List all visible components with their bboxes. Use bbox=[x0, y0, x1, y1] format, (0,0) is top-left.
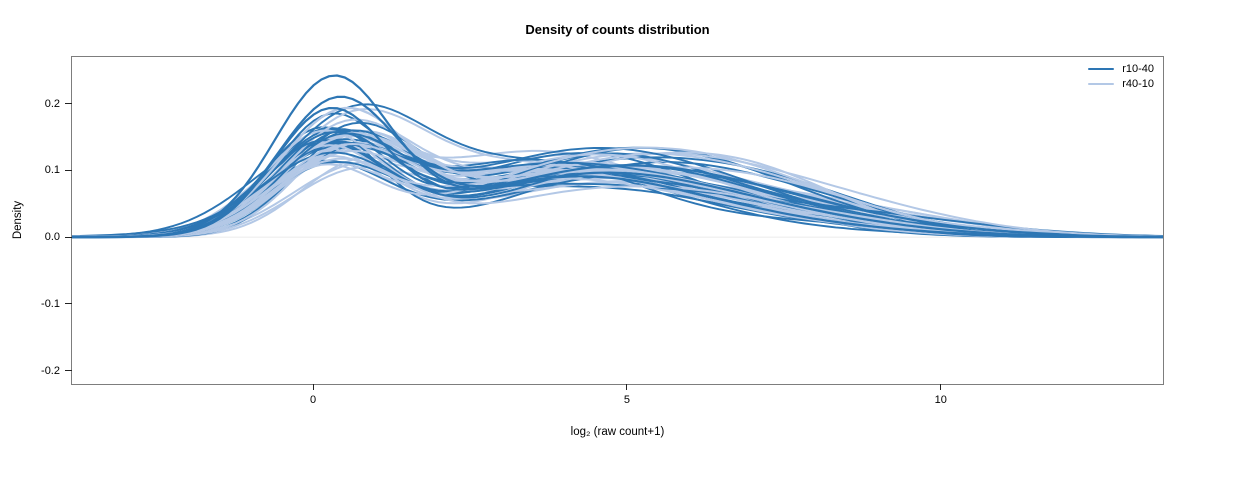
x-tick-mark bbox=[626, 384, 628, 390]
y-tick-mark bbox=[65, 236, 72, 238]
x-tick-label: 5 bbox=[623, 394, 630, 406]
legend-label: r10-40 bbox=[1122, 63, 1154, 75]
x-axis-label: log₂ (raw count+1) bbox=[570, 426, 665, 438]
y-tick-label: 0.2 bbox=[44, 97, 60, 110]
y-tick-mark bbox=[65, 103, 72, 105]
y-tick-label: -0.1 bbox=[41, 297, 60, 310]
x-tick-label: 10 bbox=[934, 394, 947, 406]
y-tick-label: 0.1 bbox=[44, 164, 60, 177]
legend-item-r10-40: r10-40 bbox=[1088, 63, 1154, 75]
density-curve bbox=[72, 74, 1163, 239]
density-curve bbox=[72, 95, 1163, 239]
x-tick-label: 0 bbox=[309, 394, 317, 406]
y-tick-label: -0.2 bbox=[41, 364, 60, 377]
density-curve bbox=[72, 129, 1163, 239]
legend: r10-40 r40-10 bbox=[1088, 63, 1154, 90]
y-tick-mark bbox=[65, 370, 72, 372]
x-tick-mark bbox=[940, 384, 942, 390]
density-curve bbox=[72, 129, 1163, 239]
x-tick-mark bbox=[312, 384, 314, 390]
y-axis-label: Density bbox=[12, 200, 24, 240]
density-curves bbox=[72, 74, 1163, 239]
y-tick-label: 0.0 bbox=[44, 231, 60, 244]
chart-title: Density of counts distribution bbox=[525, 22, 710, 37]
legend-item-r40-10: r40-10 bbox=[1088, 78, 1154, 90]
y-tick-mark bbox=[65, 169, 72, 171]
legend-label: r40-10 bbox=[1122, 78, 1154, 90]
plot-box bbox=[71, 56, 1164, 385]
y-tick-mark bbox=[65, 303, 72, 305]
legend-line-swatch bbox=[1088, 82, 1115, 86]
legend-line-swatch bbox=[1088, 67, 1115, 71]
